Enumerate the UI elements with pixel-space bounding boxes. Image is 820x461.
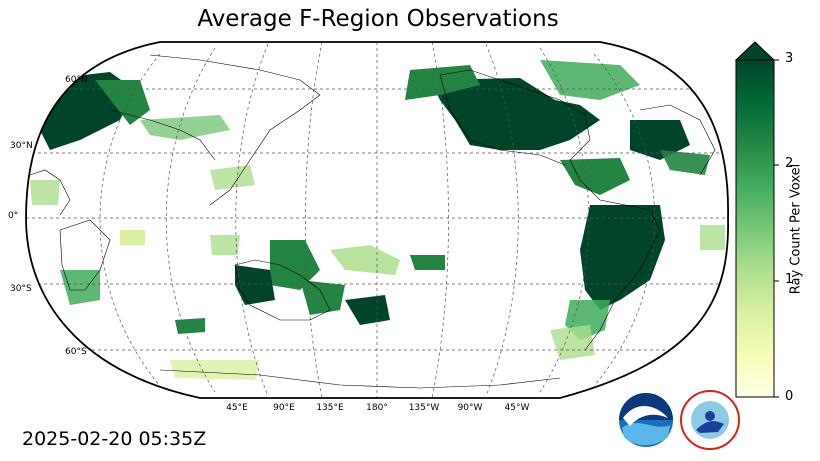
- lon-label-135e: 135°E: [316, 403, 344, 413]
- lat-label-60n: 60°N: [65, 75, 88, 85]
- lon-label-45w: 45°W: [504, 403, 530, 413]
- lon-label-135w: 135°W: [408, 403, 440, 413]
- colorbar-extend-arrow: [734, 41, 776, 61]
- lat-label-30n: 30°N: [10, 141, 33, 151]
- lat-label-0: 0°: [8, 211, 19, 221]
- lon-label-45e: 45°E: [226, 403, 248, 413]
- nws-logo: [680, 390, 740, 450]
- noaa-logo: [619, 393, 673, 447]
- lon-label-90w: 90°W: [457, 403, 483, 413]
- lat-label-60s: 60°S: [65, 347, 87, 357]
- colorbar-title: Ray Count Per Voxel: [788, 163, 804, 295]
- colorbar-tick-0: 0: [785, 389, 794, 404]
- colorbar-tick-3: 3: [785, 51, 794, 66]
- coastlines: [29, 54, 716, 389]
- colorbar-tick-1: 1: [785, 272, 794, 287]
- lon-label-90e: 90°E: [273, 403, 295, 413]
- ray-count-field: [30, 60, 725, 380]
- map-border: [25, 41, 729, 399]
- timestamp: 2025-02-20 05:35Z: [22, 428, 207, 450]
- lon-label-180: 180°: [366, 403, 388, 413]
- graticule: [26, 42, 729, 398]
- map-title: Average F-Region Observations: [197, 6, 559, 32]
- colorbar-tick-2: 2: [785, 156, 794, 171]
- lat-label-30s: 30°S: [10, 284, 32, 294]
- colorbar: [734, 41, 779, 398]
